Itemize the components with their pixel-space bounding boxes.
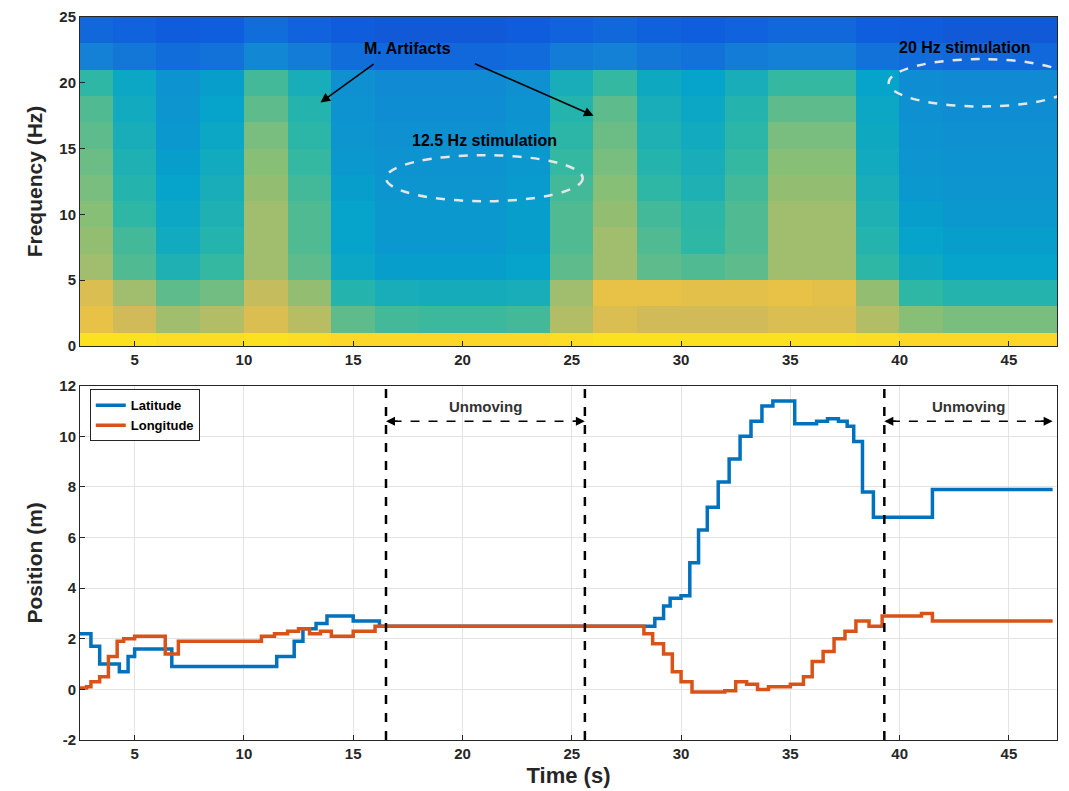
svg-text:Unmoving: Unmoving xyxy=(449,398,522,415)
svg-text:M. Artifacts: M. Artifacts xyxy=(364,40,451,57)
svg-text:45: 45 xyxy=(1001,351,1018,368)
svg-text:5: 5 xyxy=(130,745,138,762)
svg-text:10: 10 xyxy=(236,351,253,368)
svg-text:0: 0 xyxy=(68,681,76,698)
svg-text:-2: -2 xyxy=(63,731,76,748)
svg-text:Longitude: Longitude xyxy=(131,418,194,433)
svg-text:10: 10 xyxy=(59,428,76,445)
svg-text:35: 35 xyxy=(782,351,799,368)
svg-text:Time (s): Time (s) xyxy=(527,763,611,788)
svg-text:15: 15 xyxy=(59,140,76,157)
svg-text:0: 0 xyxy=(68,337,76,354)
svg-text:8: 8 xyxy=(68,478,76,495)
svg-text:15: 15 xyxy=(345,351,362,368)
svg-text:25: 25 xyxy=(563,745,580,762)
svg-text:20: 20 xyxy=(59,74,76,91)
svg-text:40: 40 xyxy=(891,745,908,762)
svg-text:Unmoving: Unmoving xyxy=(932,398,1005,415)
svg-text:12: 12 xyxy=(59,377,76,394)
svg-text:6: 6 xyxy=(68,529,76,546)
svg-text:45: 45 xyxy=(1001,745,1018,762)
svg-text:12.5 Hz stimulation: 12.5 Hz stimulation xyxy=(412,132,557,149)
svg-text:2: 2 xyxy=(68,630,76,647)
svg-text:30: 30 xyxy=(673,351,690,368)
svg-text:40: 40 xyxy=(891,351,908,368)
svg-text:5: 5 xyxy=(130,351,138,368)
svg-text:25: 25 xyxy=(563,351,580,368)
svg-text:15: 15 xyxy=(345,745,362,762)
svg-text:30: 30 xyxy=(673,745,690,762)
svg-text:Frequency (Hz): Frequency (Hz) xyxy=(23,106,46,258)
svg-text:10: 10 xyxy=(59,206,76,223)
svg-text:20 Hz stimulation: 20 Hz stimulation xyxy=(899,39,1031,56)
svg-text:Position (m): Position (m) xyxy=(23,502,46,623)
svg-text:4: 4 xyxy=(68,579,77,596)
svg-text:25: 25 xyxy=(59,8,76,25)
svg-text:20: 20 xyxy=(454,745,471,762)
svg-text:35: 35 xyxy=(782,745,799,762)
svg-text:Latitude: Latitude xyxy=(131,398,182,413)
svg-text:10: 10 xyxy=(236,745,253,762)
svg-text:20: 20 xyxy=(454,351,471,368)
svg-text:5: 5 xyxy=(68,271,76,288)
